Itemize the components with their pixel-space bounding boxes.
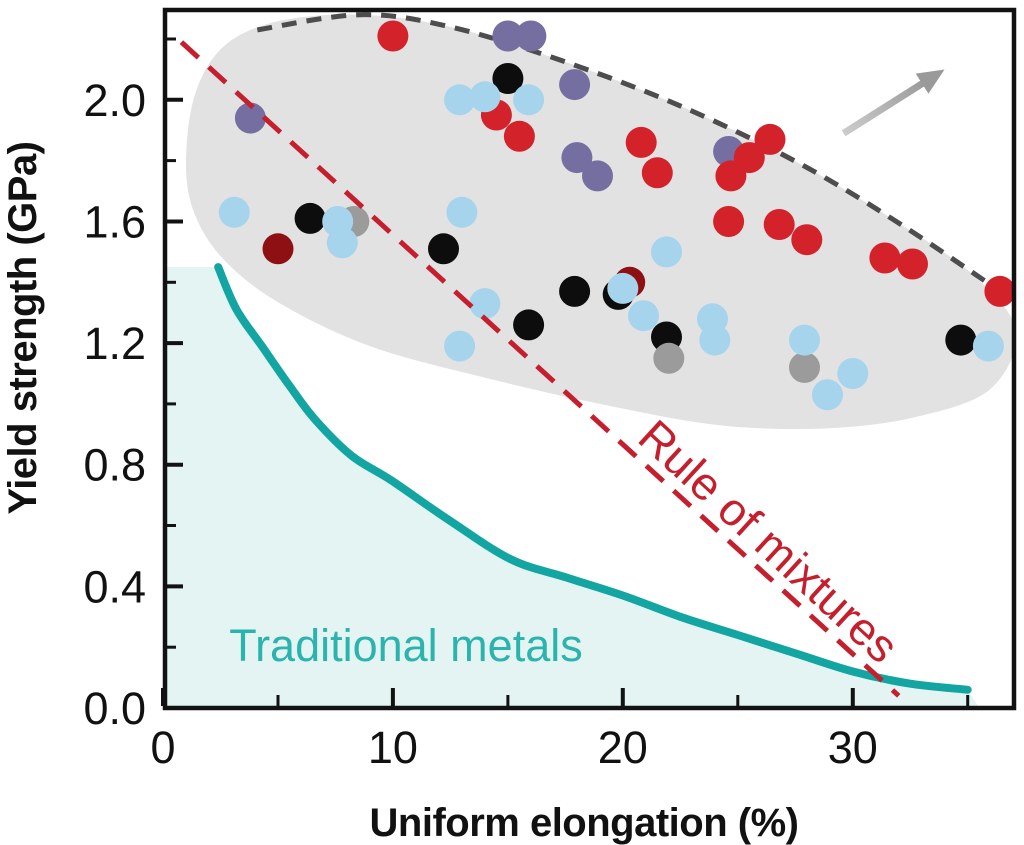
data-point-black [559, 275, 591, 307]
x-tick-label: 20 [598, 722, 648, 773]
data-point-purple [492, 20, 524, 52]
data-point-black [945, 324, 977, 356]
data-point-red [377, 20, 409, 52]
data-point-light-blue [651, 236, 682, 268]
series-black [294, 63, 977, 356]
data-point-light-blue [326, 227, 358, 259]
y-tick-label: 1.2 [83, 318, 146, 369]
reference-lines-layer [179, 40, 945, 698]
data-point-red [625, 126, 657, 158]
data-point-purple [582, 160, 613, 192]
data-point-dark-red [262, 233, 294, 265]
y-tick-label: 0.4 [83, 561, 146, 612]
data-point-light-blue [218, 196, 250, 228]
data-point-red [984, 275, 1016, 307]
data-point-black [294, 202, 326, 234]
data-point-light-blue [699, 324, 731, 356]
data-point-light-blue [812, 379, 843, 411]
data-point-red [503, 120, 535, 152]
y-tick-label: 1.6 [83, 197, 146, 248]
data-point-purple [515, 20, 547, 52]
x-tick-label: 0 [150, 722, 175, 773]
data-point-light-blue [972, 330, 1004, 362]
series-light-blue [218, 81, 1004, 411]
traditional-metals-region [165, 267, 980, 708]
data-point-light-blue [469, 288, 501, 320]
rule-of-mixtures-line [179, 40, 901, 698]
data-point-black [428, 233, 459, 265]
data-point-red [763, 209, 795, 240]
x-axis-title: Uniform elongation (%) [370, 801, 799, 845]
data-point-red [715, 160, 747, 192]
data-points-layer [218, 20, 1016, 411]
data-point-red [641, 157, 673, 189]
alloy-envelope-dashed-border [256, 12, 1006, 297]
data-point-black [492, 63, 524, 94]
data-point-gray [653, 342, 685, 374]
x-tick-label: 30 [828, 722, 878, 773]
data-point-red [713, 206, 745, 237]
data-point-light-blue [837, 358, 869, 389]
data-point-light-blue [446, 196, 478, 228]
data-point-red [791, 224, 823, 256]
data-point-red [897, 248, 928, 280]
x-tick-label: 10 [368, 722, 418, 773]
data-point-purple [234, 102, 266, 134]
axes-frame-layer: 0.0 0.4 0.8 1.2 1.6 2.0 0 10 20 30 [83, 7, 1017, 773]
data-point-red [869, 242, 901, 274]
data-point-light-blue [444, 330, 476, 362]
data-point-light-blue [789, 324, 820, 356]
data-point-purple [561, 142, 593, 174]
data-point-light-blue [444, 84, 476, 116]
series-purple [234, 20, 745, 192]
data-point-black [513, 309, 545, 341]
traditional-metals-label: Traditional metals [229, 620, 582, 671]
data-point-purple [559, 69, 591, 101]
traditional-metals-curve [214, 263, 972, 694]
y-tick-label: 0.8 [83, 440, 146, 491]
y-axis-title: Yield strength (GPa) [1, 141, 45, 514]
data-point-light-blue [607, 272, 639, 304]
plot-frame [162, 7, 1017, 711]
data-point-light-blue [628, 300, 659, 332]
regions-layer [165, 12, 1014, 708]
data-point-light-blue [469, 81, 501, 113]
data-point-red [754, 123, 786, 155]
y-tick-label: 2.0 [83, 75, 146, 126]
data-point-gray [789, 351, 820, 383]
data-point-light-blue [513, 84, 545, 116]
strength-ductility-trend-arrow [841, 69, 945, 137]
y-tick-label: 0.0 [83, 683, 146, 734]
